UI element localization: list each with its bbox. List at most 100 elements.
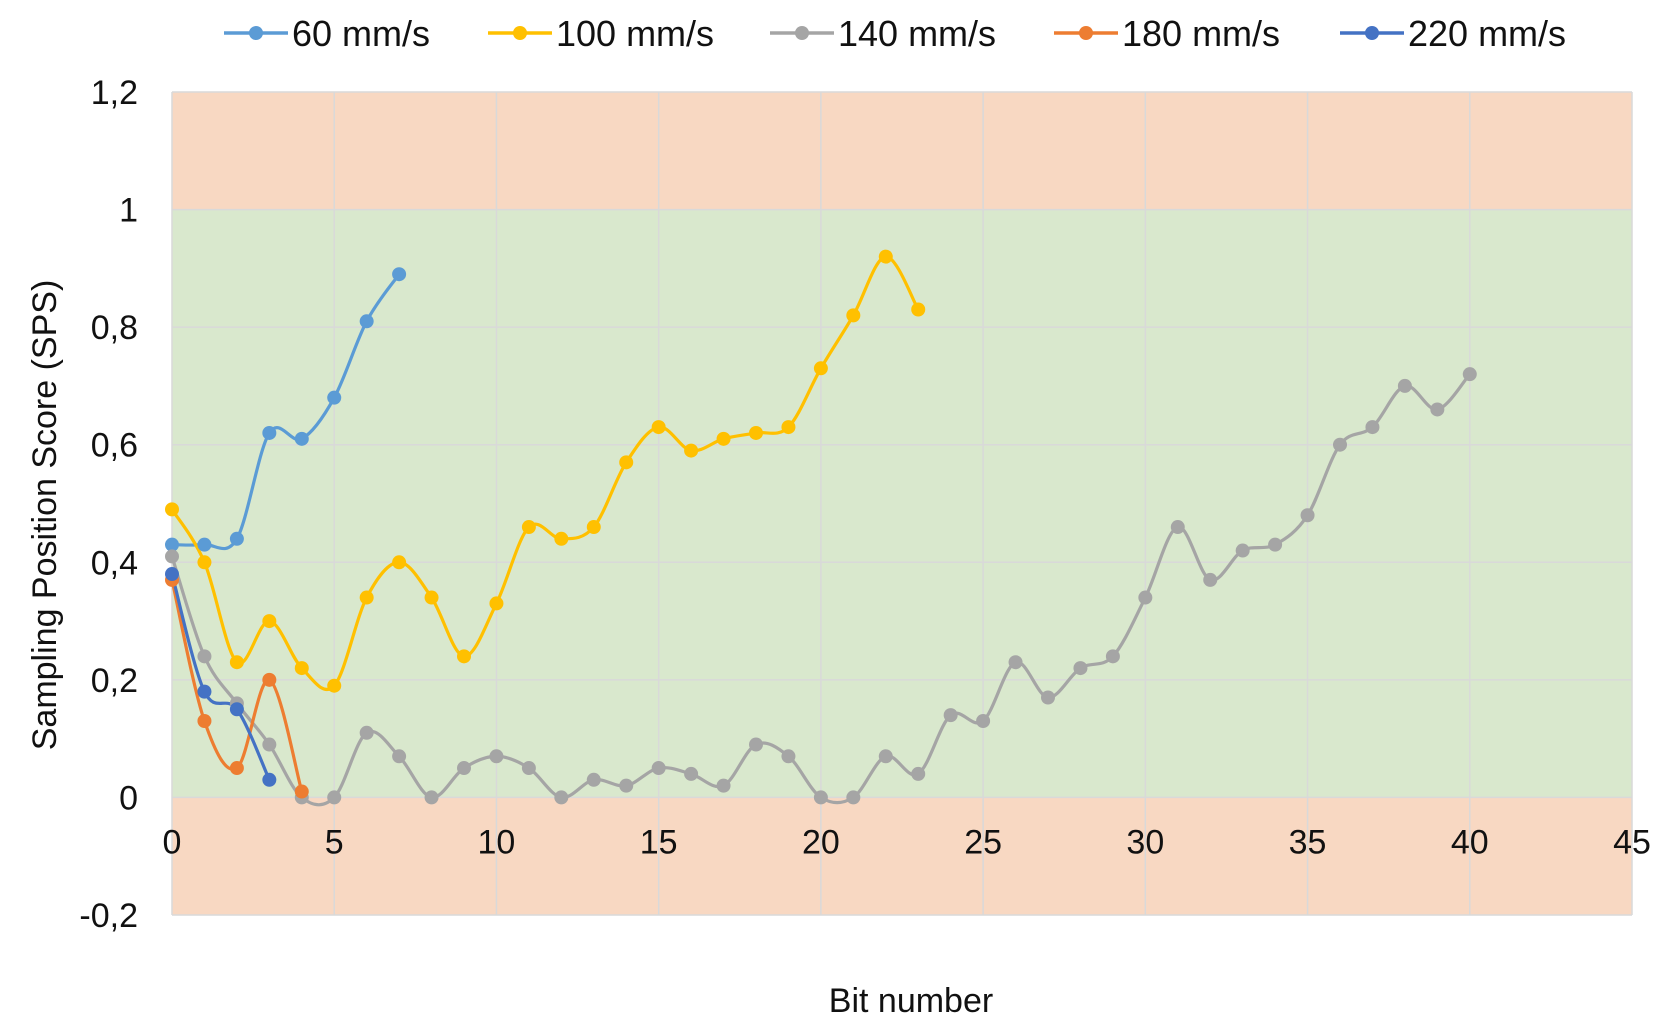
y-tick-label: 1,2 [91,74,138,112]
data-point [262,737,277,752]
data-point [165,537,179,552]
data-point [554,531,569,546]
data-point [846,790,861,805]
x-tick-label: 15 [640,823,678,861]
data-point [294,784,309,799]
x-axis-ticks: 0 5 10 15 20 25 30 35 40 45 [163,823,1651,861]
data-point [262,672,277,687]
x-tick-label: 25 [964,823,1002,861]
data-point [327,678,342,693]
x-tick-label: 5 [325,823,344,861]
data-point [262,772,277,787]
data-point [1268,537,1283,552]
data-point [165,567,179,582]
data-point [424,590,439,605]
data-point [392,267,407,282]
data-point [1462,367,1477,382]
data-point [1235,543,1250,558]
legend-marker [249,26,263,40]
data-point [165,502,179,517]
data-point [813,790,828,805]
legend-marker [795,26,809,40]
legend-marker [1079,26,1093,40]
data-point [1397,378,1412,393]
data-point [976,714,991,729]
data-point [521,761,536,776]
y-tick-label: 1 [119,192,138,230]
data-point [781,420,796,435]
data-point [457,649,471,664]
data-point [197,649,212,664]
y-tick-label: 0 [119,779,138,817]
data-point [1073,661,1088,676]
data-point [586,772,601,787]
data-point [229,655,244,670]
data-point [1365,420,1380,435]
legend-marker [1365,26,1379,40]
band-2 [172,797,1632,915]
band-1 [172,209,1632,798]
data-point [619,778,634,793]
data-point [197,684,212,699]
data-point [586,520,601,535]
data-point [781,749,796,764]
data-point [878,249,893,264]
data-point [229,702,244,717]
y-tick-label: -0,2 [79,897,138,935]
x-tick-label: 20 [802,823,840,861]
data-point [554,790,569,805]
data-point [1105,649,1120,664]
data-point [1203,572,1218,587]
data-point [1333,437,1347,452]
data-point [197,537,212,552]
data-point [878,749,893,764]
data-point [1170,520,1185,535]
x-tick-label: 40 [1451,823,1489,861]
x-tick-label: 0 [163,823,182,861]
data-point [716,778,731,793]
legend-label: 100 mm/s [556,13,714,54]
y-tick-label: 0,4 [91,544,138,582]
data-point [1430,402,1445,417]
data-point [1008,655,1023,670]
x-tick-label: 35 [1289,823,1327,861]
data-point [749,737,763,752]
data-point [327,790,342,805]
data-point [229,761,244,776]
data-point [229,531,244,546]
data-point [1300,508,1315,523]
data-point [684,443,699,458]
data-point [359,590,374,605]
data-point [911,302,926,317]
data-point [359,725,374,740]
data-point [392,555,407,570]
data-point [943,708,958,723]
y-axis-ticks: -0,2 0 0,2 0,4 0,6 0,8 1 1,2 [79,74,138,935]
series-line-4 [170,572,271,782]
data-point [197,555,212,570]
data-point [846,308,861,323]
data-point [165,549,179,564]
legend-label: 180 mm/s [1122,13,1280,54]
score-bands [172,92,1632,915]
data-point [327,390,342,405]
x-tick-label: 30 [1126,823,1164,861]
data-point [489,749,504,764]
legend: 60 mm/s 100 mm/s 140 mm/s 180 mm/s 220 mm/s [224,13,1566,54]
data-point [457,761,471,776]
y-tick-label: 0,8 [91,309,138,347]
data-point [197,714,212,729]
x-tick-label: 45 [1613,823,1651,861]
data-point [651,420,666,435]
data-point [489,596,504,611]
data-point [521,520,536,535]
data-point [262,425,277,440]
data-point [424,790,439,805]
legend-label: 60 mm/s [292,13,430,54]
data-point [911,766,926,781]
data-point [684,766,699,781]
data-point [1041,690,1055,705]
data-point [651,761,666,776]
